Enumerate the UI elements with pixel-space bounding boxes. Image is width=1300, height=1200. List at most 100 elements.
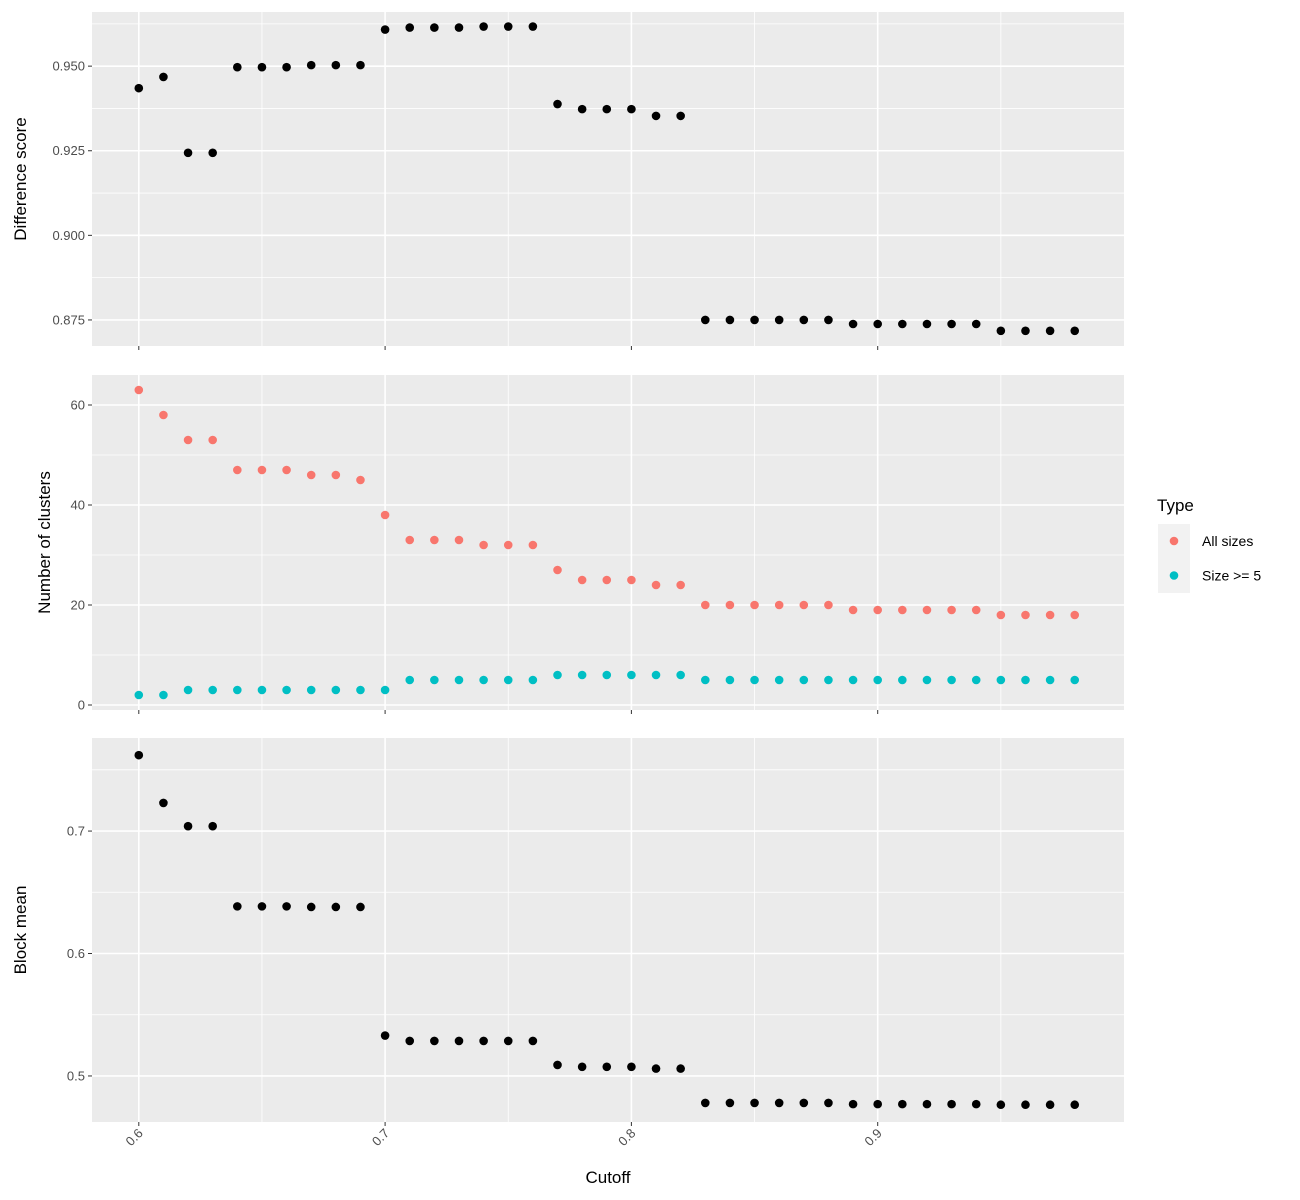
data-point-size-5 [651,670,661,680]
y-tick-label: 0.7 [67,824,85,839]
data-point-block-mean [676,1064,685,1073]
data-point-size-5 [898,675,907,685]
data-point-all-sizes [1045,610,1055,620]
data-point-size-5 [405,675,415,685]
data-point-all-sizes [405,535,415,545]
data-point-size-5 [799,675,809,685]
data-point-difference-score [873,319,882,329]
data-point-all-sizes [824,600,833,610]
data-point-size-5 [331,685,341,695]
data-point-size-5 [356,685,365,695]
data-point-size-5 [577,670,587,680]
y-tick-label: 0.875 [52,312,85,327]
data-point-block-mean [996,1100,1006,1110]
data-point-block-mean [356,902,365,912]
data-point-size-5 [183,685,193,695]
data-point-all-sizes [208,435,217,445]
data-point-size-5 [602,670,612,680]
data-point-block-mean [183,821,193,831]
y-tick-label: 0.950 [52,59,85,74]
data-point-block-mean [750,1098,759,1108]
data-point-block-mean [282,902,291,911]
y-tick-label: 40 [71,498,85,513]
data-point-difference-score [159,72,168,82]
data-point-block-mean [380,1031,390,1040]
data-point-block-mean [824,1098,833,1108]
data-point-size-5 [996,675,1006,685]
data-point-difference-score [208,148,217,158]
data-point-block-mean [947,1099,956,1109]
y-tick-label: 60 [71,398,85,413]
data-point-size-5 [627,670,636,680]
data-point-all-sizes [750,600,759,610]
data-point-all-sizes [577,575,587,585]
data-point-all-sizes [257,465,267,475]
data-point-block-mean [430,1036,439,1046]
data-point-all-sizes [454,535,464,545]
data-point-size-5 [306,685,316,695]
data-point-difference-score [356,60,365,70]
data-point-block-mean [479,1036,488,1046]
data-point-difference-score [824,315,833,325]
data-point-size-5 [922,675,932,685]
data-point-difference-score [774,315,784,325]
data-point-block-mean [208,821,217,831]
legend-marker [1169,571,1179,580]
data-point-difference-score [577,104,587,114]
data-point-difference-score [380,25,390,34]
x-tick-label: 0.6 [123,1126,146,1149]
data-point-difference-score [947,319,956,329]
data-point-size-5 [824,675,833,685]
data-point-difference-score [282,62,291,72]
data-point-difference-score [454,23,464,32]
data-point-all-sizes [430,535,439,545]
y-tick-label: 0 [78,698,85,713]
data-point-difference-score [627,104,636,114]
x-tick-label: 0.9 [861,1126,884,1149]
data-point-all-sizes [1070,610,1080,620]
data-point-all-sizes [479,540,488,550]
data-point-difference-score [1021,326,1030,336]
data-point-difference-score [257,62,267,72]
data-point-block-mean [159,798,168,808]
data-point-block-mean [799,1098,809,1108]
data-point-block-mean [971,1099,981,1109]
data-point-size-5 [676,670,685,680]
data-point-all-sizes [873,605,882,615]
data-point-difference-score [183,148,193,158]
data-point-difference-score [331,60,341,70]
data-point-block-mean [898,1099,907,1109]
data-point-block-mean [1070,1100,1080,1110]
data-point-size-5 [257,685,267,695]
data-point-difference-score [996,326,1006,336]
data-point-size-5 [1070,675,1080,685]
data-point-block-mean [553,1060,562,1070]
data-point-block-mean [774,1098,784,1108]
data-point-block-mean [700,1098,710,1108]
data-point-all-sizes [528,540,538,550]
data-point-block-mean [503,1036,513,1046]
data-point-size-5 [479,675,488,685]
y-axis-title: Number of clusters [35,471,54,614]
data-point-block-mean [233,902,242,911]
data-point-size-5 [947,675,956,685]
panel-background [92,12,1124,346]
data-point-size-5 [454,675,464,685]
data-point-difference-score [971,319,981,329]
data-point-difference-score [676,111,685,121]
y-tick-label: 0.6 [67,946,85,961]
data-point-size-5 [430,675,439,685]
panel-1: 0.875 0.900 0.925 0.950 Difference score [11,12,1124,350]
data-point-all-sizes [627,575,636,585]
data-point-all-sizes [159,410,168,420]
x-axis-title: Cutoff [585,1168,630,1187]
data-point-difference-score [405,23,415,32]
data-point-all-sizes [848,605,858,615]
data-point-size-5 [233,685,242,695]
panel-3: 0.5 0.6 0.7 Block mean 0.6 0.7 0.8 0.9 Cutoff [11,738,1124,1187]
data-point-size-5 [873,675,882,685]
data-point-block-mean [725,1098,735,1108]
data-point-all-sizes [651,580,661,590]
y-tick-label: 20 [71,598,85,613]
data-point-size-5 [282,685,291,695]
